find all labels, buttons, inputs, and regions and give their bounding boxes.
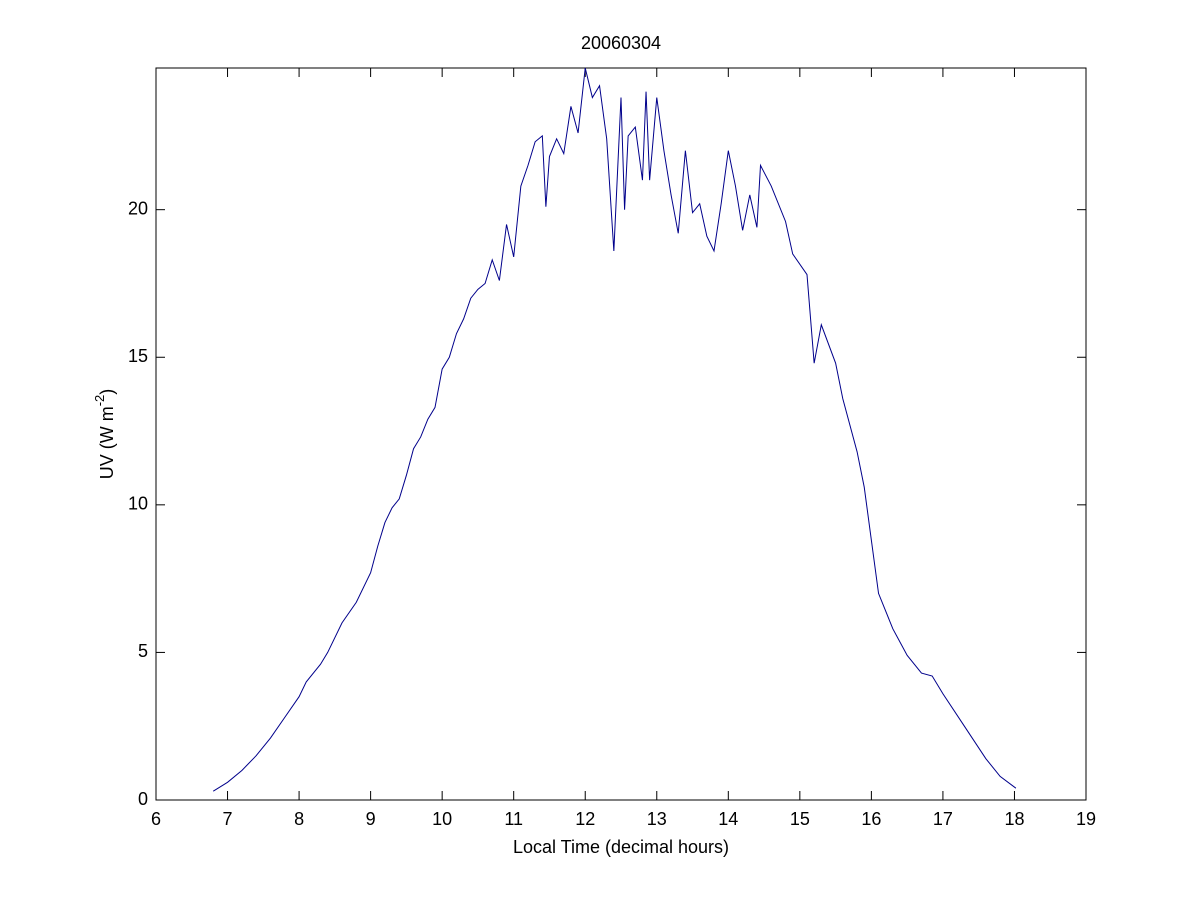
x-tick-label: 11 <box>504 809 523 829</box>
x-tick-label: 13 <box>647 809 667 829</box>
data-line <box>212 67 1017 792</box>
x-tick-label: 18 <box>1004 809 1024 829</box>
y-tick-label: 0 <box>138 789 148 809</box>
y-tick-label: 20 <box>128 198 148 218</box>
x-tick-label: 8 <box>294 809 304 829</box>
y-axis-label: UV (W m-2) <box>92 389 116 480</box>
x-tick-label: 10 <box>432 809 452 829</box>
y-label-end: ) <box>97 389 117 395</box>
x-tick-label: 9 <box>366 809 376 829</box>
x-tick-label: 19 <box>1076 809 1096 829</box>
x-tick-label: 12 <box>575 809 595 829</box>
x-tick-label: 14 <box>718 809 738 829</box>
y-label-main: UV (W m <box>97 406 117 479</box>
x-tick-label: 15 <box>790 809 810 829</box>
x-tick-label: 16 <box>861 809 881 829</box>
y-label-exp: -2 <box>92 395 107 407</box>
x-tick-label: 6 <box>151 809 161 829</box>
x-tick-label: 17 <box>933 809 953 829</box>
x-tick-label: 7 <box>223 809 233 829</box>
y-tick-label: 15 <box>128 346 148 366</box>
x-axis-label: Local Time (decimal hours) <box>513 837 729 857</box>
axes-box <box>155 67 1087 801</box>
y-tick-label: 10 <box>128 494 148 514</box>
chart-title: 20060304 <box>581 33 661 53</box>
y-tick-label: 5 <box>138 641 148 661</box>
